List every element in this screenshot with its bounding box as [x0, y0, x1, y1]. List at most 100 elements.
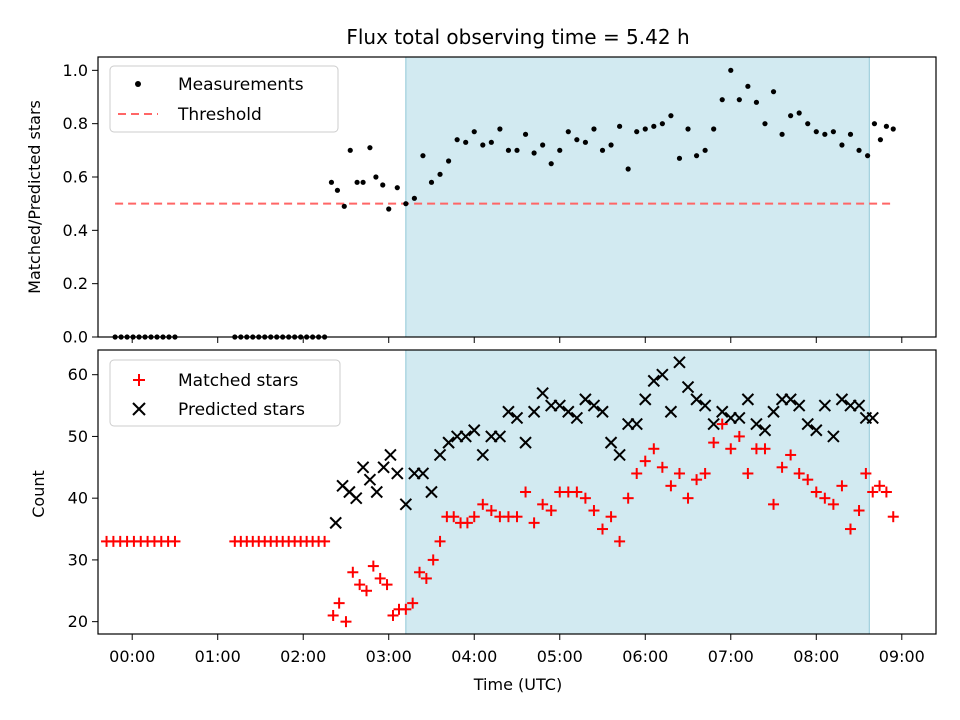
measurement-point	[608, 142, 614, 148]
matched-star-point	[407, 597, 419, 609]
measurement-point	[565, 129, 571, 135]
predicted-stars-points	[329, 356, 879, 530]
y-tick-label: 0.4	[63, 221, 88, 240]
measurement-point	[617, 123, 623, 129]
measurement-point	[877, 137, 884, 143]
predicted-star-point	[604, 436, 618, 449]
predicted-star-point	[690, 393, 703, 406]
bottom-x-ticks: 00:00 01:00 02:00 03:00 04:00 05:00 06:00 07:00…	[109, 634, 925, 666]
matched-star-point	[887, 511, 899, 523]
matched-star-point	[673, 467, 685, 479]
predicted-star-point	[377, 461, 390, 474]
measurement-point	[719, 97, 725, 103]
x-tick-label: 01:00	[195, 647, 241, 666]
y-tick-label: 40	[68, 489, 88, 508]
top-legend-box	[109, 65, 339, 133]
measurement-point	[676, 155, 683, 161]
predicted-star-point	[459, 430, 472, 443]
x-tick-label: 06:00	[622, 647, 668, 666]
predicted-star-point	[698, 399, 712, 412]
measurement-point	[522, 131, 529, 137]
matched-star-point	[387, 609, 399, 621]
predicted-star-point	[519, 436, 532, 449]
predicted-star-point	[384, 448, 397, 462]
matched-star-point	[461, 517, 473, 529]
measurement-point	[871, 121, 878, 127]
matched-star-point	[768, 498, 780, 510]
bottom-y-axis-label: Count	[29, 470, 48, 518]
predicted-star-point	[329, 516, 342, 530]
matched-star-point	[810, 486, 822, 498]
measurement-point	[805, 121, 811, 127]
bottom-observing-window	[405, 350, 870, 634]
measurement-point	[856, 147, 862, 153]
predicted-star-point	[536, 387, 549, 400]
measurement-point	[420, 153, 426, 159]
predicted-star-point	[468, 424, 481, 437]
matched-star-point	[691, 474, 703, 486]
matched-star-point	[537, 498, 549, 510]
matched-star-point	[448, 511, 460, 523]
top-y-axis-label: Matched/Predicted stars	[25, 100, 44, 294]
y-tick-label: 0.6	[63, 168, 88, 187]
predicted-star-point	[835, 393, 849, 406]
x-axis-label: Time (UTC)	[473, 675, 562, 694]
predicted-star-point	[630, 417, 643, 431]
predicted-star-point	[613, 448, 626, 462]
predicted-star-point	[356, 461, 370, 474]
matched-star-point	[802, 474, 814, 486]
matched-star-point	[400, 603, 412, 615]
predicted-star-point	[673, 356, 686, 369]
legend-predicted-label: Predicted stars	[178, 400, 305, 420]
matched-star-point	[614, 535, 626, 547]
measurement-point	[711, 126, 717, 132]
legend-threshold-label: Threshold	[177, 105, 262, 125]
measurement-point	[488, 139, 494, 145]
bottom-axes-frame	[97, 349, 937, 635]
matched-star-point	[381, 579, 393, 591]
predicted-star-point	[767, 405, 780, 418]
matched-star-point	[327, 609, 339, 621]
matched-star-point	[420, 572, 432, 584]
measurement-point	[890, 126, 896, 132]
predicted-star-point	[681, 380, 695, 394]
predicted-star-point	[433, 448, 447, 462]
measurement-point	[557, 147, 563, 153]
predicted-star-point	[639, 393, 652, 406]
matched-star-point	[605, 511, 617, 523]
matched-star-point	[340, 616, 352, 628]
x-tick-label: 00:00	[109, 647, 155, 666]
measurement-point	[463, 139, 469, 145]
observing-window-band	[405, 350, 870, 634]
measurement-point	[574, 137, 580, 143]
measurement-point	[883, 123, 890, 129]
matched-star-point	[468, 511, 480, 523]
top-legend: Measurements Threshold	[109, 65, 339, 133]
measurement-point	[540, 142, 546, 148]
observing-window-band	[405, 57, 870, 337]
matched-star-point	[511, 511, 523, 523]
predicted-star-point	[801, 417, 814, 431]
legend-measurements-label: Measurements	[178, 75, 304, 95]
measurement-point	[445, 158, 452, 164]
matched-star-point	[836, 480, 848, 492]
measurement-point	[651, 123, 657, 129]
measurement-point	[788, 113, 794, 119]
measurement-point	[745, 83, 751, 89]
y-tick-label: 0.2	[63, 274, 88, 293]
matched-star-point	[733, 430, 745, 442]
bottom-panel: Count Time (UTC) 20 30 40 50 60 00:00 01:00 02…	[29, 349, 937, 694]
measurement-point	[830, 129, 836, 135]
measurement-point	[702, 147, 708, 153]
measurement-point	[642, 126, 648, 132]
legend-predicted-marker	[132, 402, 146, 416]
predicted-star-point	[370, 485, 383, 499]
chart-title: Flux total observing time = 5.42 h	[346, 25, 689, 49]
matched-star-point	[354, 579, 366, 591]
predicted-star-point	[852, 399, 866, 412]
measurement-point	[411, 195, 417, 201]
matched-star-point	[414, 566, 426, 578]
measurement-point	[386, 206, 392, 212]
matched-stars-points	[101, 418, 899, 628]
